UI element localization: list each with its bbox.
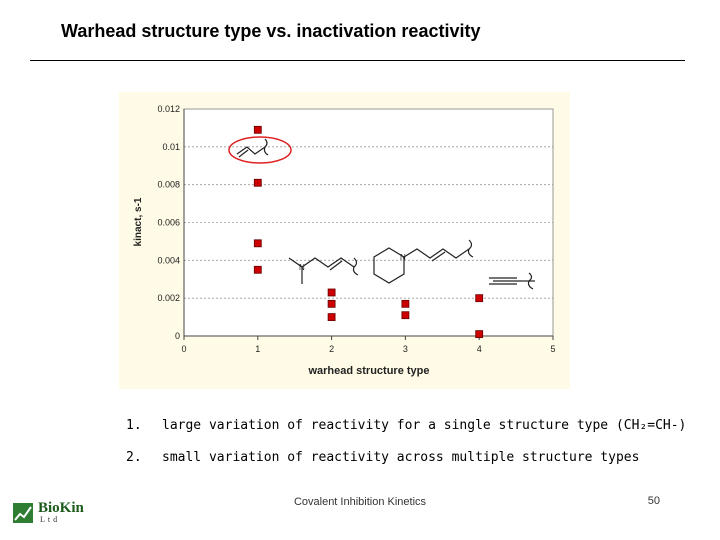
slide-title: Warhead structure type vs. inactivation …: [61, 21, 481, 41]
bullet-text: small variation of reactivity across mul…: [162, 450, 640, 465]
axes: [183, 109, 553, 337]
data-point: [475, 294, 484, 303]
y-tick-label: 0.012: [157, 104, 180, 114]
tick-labels: 0 0.002 0.004 0.006 0.008 0.01 0.012 0 1 2 3 4 5: [157, 104, 555, 354]
page-number: 50: [647, 495, 660, 507]
structure-n-label: N: [299, 263, 305, 272]
bullet-item: 2. small variation of reactivity across …: [126, 450, 686, 465]
y-tick-label: 0.002: [157, 293, 180, 303]
y-tick-label: 0.004: [157, 255, 180, 265]
data-point: [475, 330, 484, 339]
x-axis-label: warhead structure type: [307, 365, 429, 377]
bullet-number: 2.: [126, 450, 142, 465]
structure-piperidine-icon: [373, 239, 474, 284]
structure-vinyl-icon: [236, 138, 269, 158]
y-tick-label: 0.008: [157, 180, 180, 190]
title-divider: [30, 60, 685, 61]
x-tick-label: 2: [329, 344, 334, 354]
structure-dimethylamino-icon: [288, 257, 359, 284]
bullet-item: 1. large variation of reactivity for a s…: [126, 418, 686, 433]
x-tick-label: 0: [181, 344, 186, 354]
data-point: [327, 313, 336, 321]
logo-sub: Ltd: [40, 515, 61, 524]
data-points: [253, 125, 484, 339]
data-point: [253, 125, 262, 134]
x-tick-label: 1: [255, 344, 260, 354]
x-tick-label: 3: [403, 344, 408, 354]
bullet-text: large variation of reactivity for a sing…: [162, 418, 687, 433]
bullet-number: 1.: [126, 418, 142, 433]
y-tick-label: 0: [175, 331, 180, 341]
footer-title: Covalent Inhibition Kinetics: [293, 496, 427, 508]
y-axis-label: kinact, s-1: [133, 197, 144, 246]
data-point: [253, 178, 262, 187]
biokin-logo: BioKin Ltd: [12, 500, 92, 526]
logo-name: BioKin: [38, 500, 84, 516]
logo-mark-icon: [13, 503, 33, 523]
structure-alkyne-icon: [489, 272, 535, 290]
bullet-list: 1. large variation of reactivity for a s…: [126, 418, 686, 482]
data-point: [401, 299, 410, 308]
chart-panel: 0 0.002 0.004 0.006 0.008 0.01 0.012 0 1 2 3 4 5 N N: [119, 92, 570, 389]
y-tick-label: 0.006: [157, 218, 180, 228]
data-point: [327, 288, 336, 297]
grid-lines: [184, 108, 553, 299]
data-point: [253, 265, 262, 274]
data-point: [401, 311, 410, 320]
x-tick-label: 5: [550, 344, 555, 354]
highlight-ellipse: [228, 136, 292, 164]
scatter-chart: 0 0.002 0.004 0.006 0.008 0.01 0.012 0 1 2 3 4 5 N N: [133, 104, 556, 377]
y-tick-label: 0.01: [162, 142, 180, 152]
x-tick-label: 4: [477, 344, 482, 354]
data-point: [327, 299, 336, 308]
structure-n-label: N: [400, 253, 406, 262]
data-point: [253, 239, 262, 248]
